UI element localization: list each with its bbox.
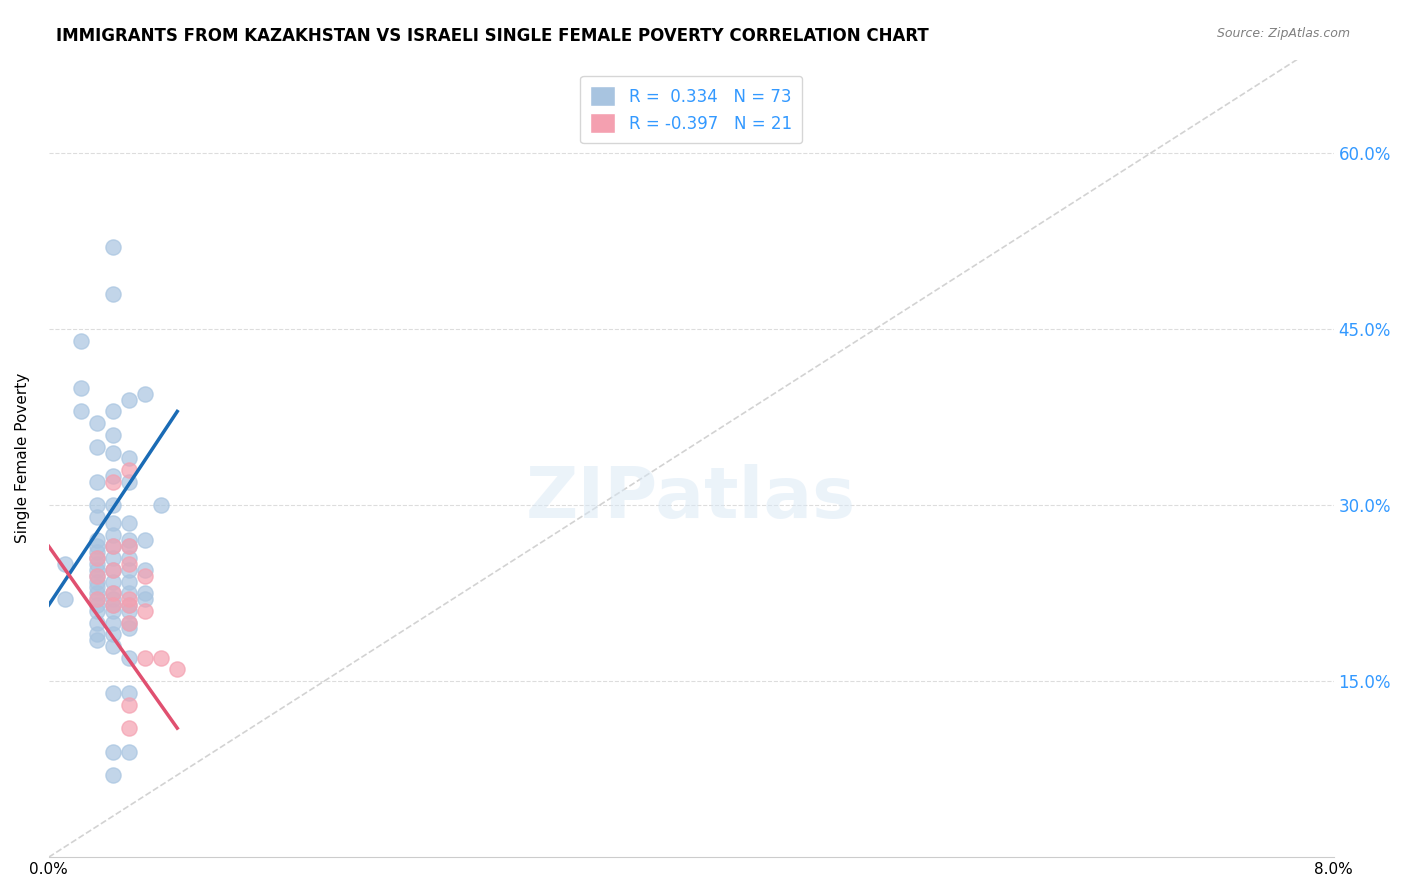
- Point: [101, 686, 124, 700]
- Point: [101, 592, 124, 607]
- Point: [118, 533, 141, 548]
- Point: [86, 615, 108, 630]
- Point: [150, 498, 173, 512]
- Point: [101, 428, 124, 442]
- Point: [134, 592, 156, 607]
- Point: [118, 598, 141, 612]
- Point: [101, 598, 124, 612]
- Point: [101, 615, 124, 630]
- Point: [101, 586, 124, 600]
- Point: [118, 563, 141, 577]
- Point: [118, 539, 141, 553]
- Point: [118, 598, 141, 612]
- Point: [118, 686, 141, 700]
- Text: IMMIGRANTS FROM KAZAKHSTAN VS ISRAELI SINGLE FEMALE POVERTY CORRELATION CHART: IMMIGRANTS FROM KAZAKHSTAN VS ISRAELI SI…: [56, 27, 929, 45]
- Point: [101, 627, 124, 641]
- Point: [86, 510, 108, 524]
- Point: [86, 574, 108, 589]
- Point: [101, 563, 124, 577]
- Point: [86, 592, 108, 607]
- Point: [118, 586, 141, 600]
- Point: [150, 650, 173, 665]
- Point: [118, 592, 141, 607]
- Point: [86, 475, 108, 489]
- Point: [86, 416, 108, 430]
- Point: [118, 551, 141, 566]
- Point: [86, 533, 108, 548]
- Point: [118, 463, 141, 477]
- Point: [101, 404, 124, 418]
- Point: [86, 592, 108, 607]
- Point: [101, 539, 124, 553]
- Point: [101, 527, 124, 541]
- Point: [118, 574, 141, 589]
- Point: [101, 639, 124, 653]
- Point: [86, 563, 108, 577]
- Point: [86, 568, 108, 582]
- Legend: R =  0.334   N = 73, R = -0.397   N = 21: R = 0.334 N = 73, R = -0.397 N = 21: [581, 76, 801, 144]
- Point: [86, 545, 108, 559]
- Point: [101, 498, 124, 512]
- Point: [101, 539, 124, 553]
- Point: [86, 551, 108, 566]
- Text: ZIPatlas: ZIPatlas: [526, 464, 856, 533]
- Point: [118, 557, 141, 571]
- Point: [86, 551, 108, 566]
- Point: [70, 381, 93, 395]
- Point: [101, 574, 124, 589]
- Point: [118, 604, 141, 618]
- Point: [101, 586, 124, 600]
- Point: [134, 604, 156, 618]
- Point: [101, 604, 124, 618]
- Point: [101, 563, 124, 577]
- Point: [70, 404, 93, 418]
- Point: [86, 568, 108, 582]
- Point: [134, 586, 156, 600]
- Point: [86, 539, 108, 553]
- Point: [86, 586, 108, 600]
- Point: [118, 451, 141, 466]
- Point: [101, 240, 124, 254]
- Point: [101, 475, 124, 489]
- Point: [118, 615, 141, 630]
- Point: [86, 557, 108, 571]
- Point: [134, 387, 156, 401]
- Point: [101, 287, 124, 301]
- Y-axis label: Single Female Poverty: Single Female Poverty: [15, 373, 30, 543]
- Point: [101, 469, 124, 483]
- Point: [53, 592, 76, 607]
- Point: [134, 533, 156, 548]
- Point: [101, 516, 124, 530]
- Point: [101, 598, 124, 612]
- Point: [134, 568, 156, 582]
- Point: [118, 698, 141, 712]
- Point: [118, 650, 141, 665]
- Point: [86, 633, 108, 648]
- Point: [118, 539, 141, 553]
- Point: [70, 334, 93, 348]
- Point: [53, 557, 76, 571]
- Point: [134, 650, 156, 665]
- Point: [86, 440, 108, 454]
- Point: [118, 516, 141, 530]
- Point: [86, 581, 108, 595]
- Point: [134, 563, 156, 577]
- Point: [166, 663, 188, 677]
- Point: [101, 768, 124, 782]
- Point: [86, 498, 108, 512]
- Point: [118, 721, 141, 735]
- Point: [101, 445, 124, 459]
- Point: [101, 551, 124, 566]
- Point: [118, 392, 141, 407]
- Point: [118, 745, 141, 759]
- Point: [118, 615, 141, 630]
- Point: [118, 622, 141, 636]
- Point: [86, 598, 108, 612]
- Point: [86, 604, 108, 618]
- Text: Source: ZipAtlas.com: Source: ZipAtlas.com: [1216, 27, 1350, 40]
- Point: [118, 475, 141, 489]
- Point: [86, 627, 108, 641]
- Point: [101, 745, 124, 759]
